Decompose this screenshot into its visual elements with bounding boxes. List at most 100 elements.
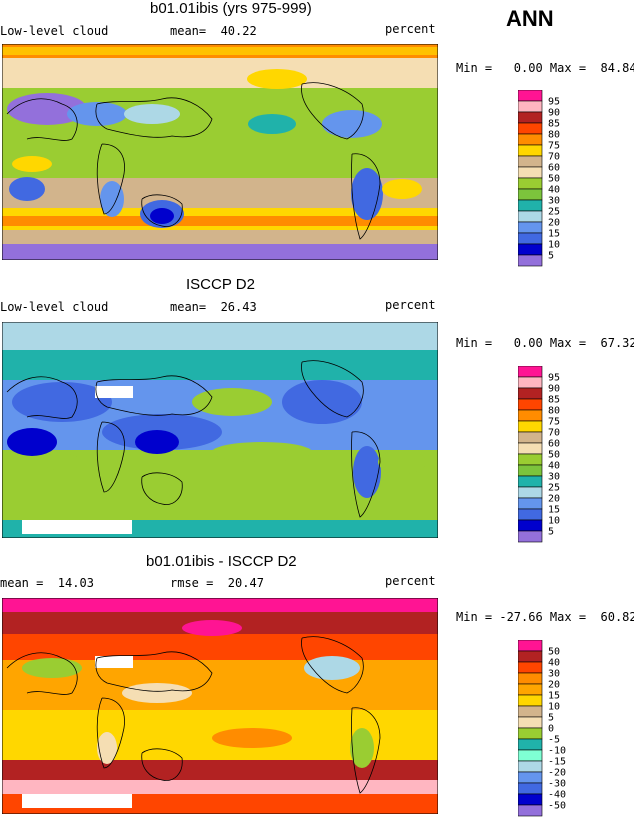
colorbar-label: 75 — [548, 141, 560, 152]
pos-spac — [212, 728, 292, 748]
coastlines — [6, 360, 381, 518]
colorbar-swatch — [517, 760, 543, 773]
contour-map-model — [2, 44, 438, 260]
colorbar-label: 90 — [548, 384, 560, 395]
units-label: percent — [385, 574, 436, 588]
colorbar-swatch — [517, 661, 543, 674]
colorbar-label: 30 — [548, 196, 560, 207]
coastlines — [6, 636, 381, 794]
colorbar-swatch — [517, 672, 543, 685]
sahara-low-cloud — [67, 102, 127, 126]
mean-stat: mean= 26.43 — [170, 300, 257, 314]
colorbar-label: 40 — [548, 461, 560, 472]
colorbar-label: -15 — [548, 757, 566, 768]
colorbar-label: 25 — [548, 207, 560, 218]
colorbar-label: 15 — [548, 691, 560, 702]
missing-data-antarctica — [22, 520, 132, 534]
colorbar-swatch — [517, 727, 543, 740]
southern-ocean-inner — [2, 216, 438, 226]
colorbar-label: 15 — [548, 505, 560, 516]
contour-map-obs — [2, 322, 438, 538]
colorbar-swatch — [517, 398, 543, 411]
pacific-teal — [248, 114, 296, 134]
colorbar-label: 60 — [548, 439, 560, 450]
mean-stat: mean = 14.03 — [0, 576, 94, 590]
colorbar-label: 30 — [548, 472, 560, 483]
neg-a — [22, 658, 82, 678]
neg-c — [304, 656, 360, 680]
rmse-stat: rmse = 20.47 — [170, 576, 264, 590]
americas-low-cloud — [322, 110, 382, 138]
pacific-green — [192, 388, 272, 416]
colorbar-swatch — [517, 188, 543, 201]
colorbar-swatch — [517, 133, 543, 146]
variable-label: Low-level cloud — [0, 24, 109, 38]
colorbar-swatch — [517, 749, 543, 762]
colorbar-difference: 50 40 30 20 15 10 5 0 -5 -10 -15 -20 -30 -40 -50 — [517, 639, 598, 825]
colorbar-swatch — [517, 782, 543, 795]
colorbar-label: 50 — [548, 174, 560, 185]
north-band — [2, 350, 438, 380]
season-label: ANN — [506, 6, 554, 31]
colorbar-swatch — [517, 486, 543, 499]
seatl-yellow — [12, 156, 52, 172]
colorbar-label: 75 — [548, 417, 560, 428]
arctic-band-yellow — [2, 47, 438, 55]
contour-map-difference — [2, 598, 438, 814]
colorbar-swatch — [517, 694, 543, 707]
npac-yellow — [247, 69, 307, 89]
ioc-green — [378, 450, 426, 474]
colorbar-swatch — [517, 376, 543, 389]
colorbar-label: -10 — [548, 746, 566, 757]
asia-low-cloud — [124, 104, 180, 124]
colorbar-label: 25 — [548, 483, 560, 494]
colorbar-label: 15 — [548, 229, 560, 240]
colorbar-label: 5 — [548, 713, 554, 724]
nmid-band — [2, 634, 438, 660]
neg-d — [350, 728, 374, 768]
units-label: percent — [385, 298, 436, 312]
spac-green — [212, 442, 312, 462]
colorbar-swatch — [517, 716, 543, 729]
panel-title: b01.01ibis - ISCCP D2 — [146, 553, 297, 570]
colorbar-label: 85 — [548, 119, 560, 130]
arctic-band — [2, 598, 438, 612]
colorbar-swatch — [517, 497, 543, 510]
units-label: percent — [385, 22, 436, 36]
panel-title: b01.01ibis (yrs 975-999) — [150, 0, 312, 17]
colorbar-label: 80 — [548, 130, 560, 141]
colorbar-label: 95 — [548, 373, 560, 384]
colorbar-swatch — [517, 232, 543, 245]
satl-yellow — [382, 179, 422, 199]
colorbar-label: -50 — [548, 801, 566, 812]
colorbar-label: 20 — [548, 680, 560, 691]
colorbar-label: 70 — [548, 152, 560, 163]
colorbar-swatch — [517, 508, 543, 521]
colorbar-label: 80 — [548, 406, 560, 417]
southern-ocean-band — [2, 760, 438, 780]
colorbar-swatch — [517, 144, 543, 157]
neg-e — [97, 732, 117, 764]
low-cloud-e — [353, 446, 381, 498]
colorbar-swatch — [517, 243, 543, 256]
pos-npac — [182, 620, 242, 636]
sa-west-low-cloud — [9, 177, 45, 201]
missing-data-antarctica — [22, 794, 132, 808]
colorbar-swatch — [517, 804, 543, 817]
colorbar-label: -40 — [548, 790, 566, 801]
missing-data-tibet — [95, 386, 133, 398]
colorbar-swatch — [517, 464, 543, 477]
south-band — [2, 780, 438, 794]
colorbar-label: 85 — [548, 395, 560, 406]
sa-low-cloud — [351, 168, 383, 220]
colorbar-swatch — [517, 453, 543, 466]
south-band — [2, 230, 438, 244]
colorbar-label: 50 — [548, 647, 560, 658]
colorbar-swatch — [517, 199, 543, 212]
colorbar-swatch — [517, 122, 543, 135]
africa-low-cloud — [100, 181, 124, 217]
low-cloud-a — [12, 382, 112, 422]
